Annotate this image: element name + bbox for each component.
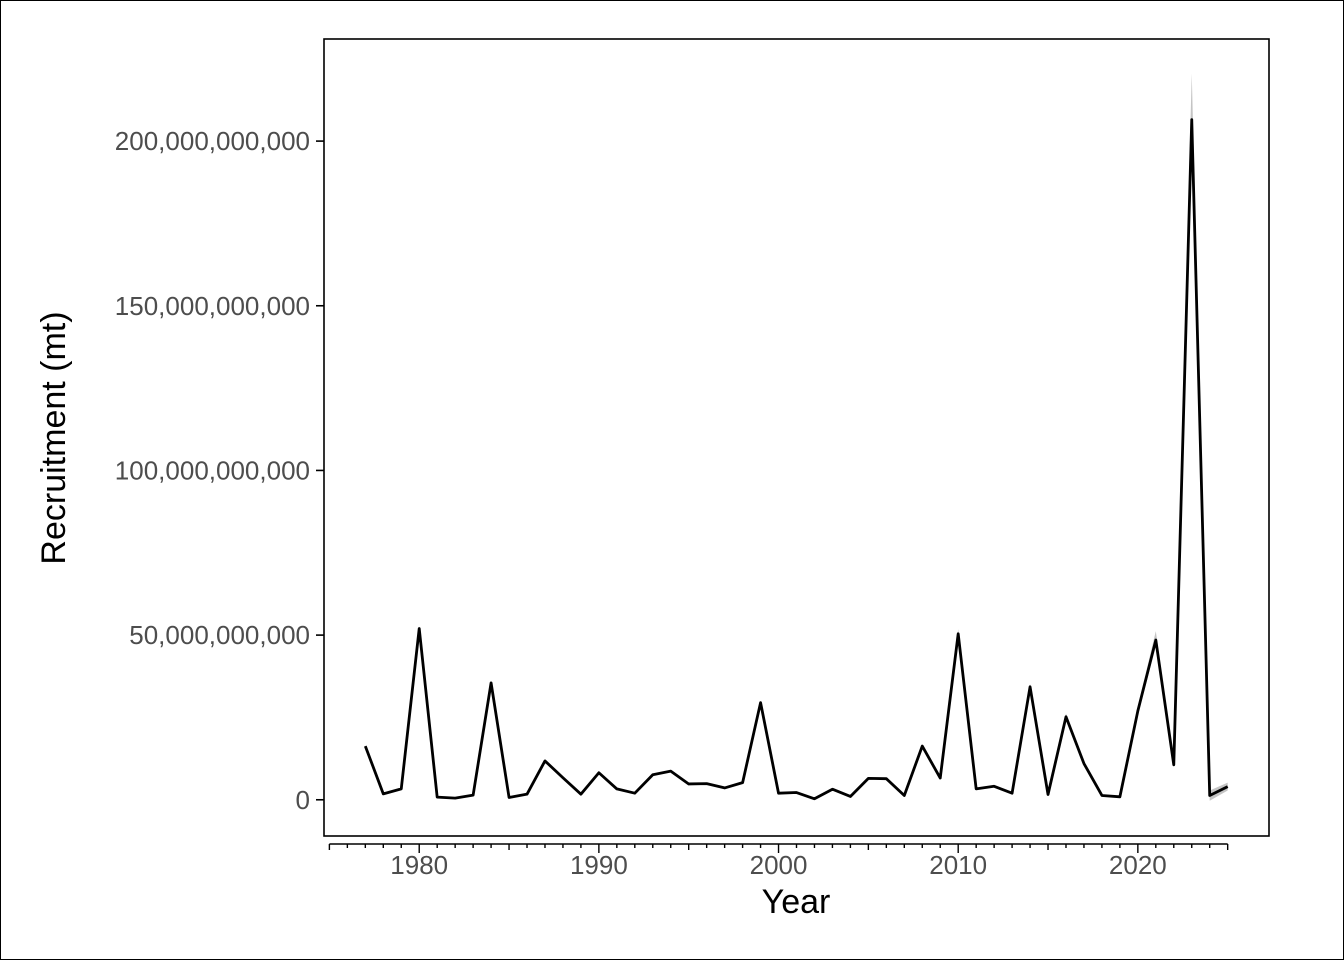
x-axis: 1980 1990 2000 2010 2020 [328, 843, 1229, 880]
y-tick-label: 150,000,000,000 [115, 291, 310, 321]
x-tick-label: 2010 [929, 850, 987, 880]
y-tick-label: 100,000,000,000 [115, 455, 310, 485]
y-axis-title: Recruitment (mt) [35, 311, 73, 564]
x-tick-label: 1980 [390, 850, 448, 880]
plot-panel [323, 38, 1270, 837]
series-line-layer [364, 118, 1229, 801]
recruitment-series-line [364, 118, 1229, 801]
x-axis-title: Year [762, 883, 831, 921]
y-tick-label: 50,000,000,000 [129, 620, 310, 650]
y-tick-label: 200,000,000,000 [115, 126, 310, 156]
y-tick-label: 0 [296, 785, 310, 815]
y-axis: 0 50,000,000,000 100,000,000,000 150,000,00… [115, 126, 324, 815]
x-tick-label: 2020 [1109, 850, 1167, 880]
x-tick-label: 1990 [570, 850, 628, 880]
x-tick-label: 2000 [750, 850, 808, 880]
